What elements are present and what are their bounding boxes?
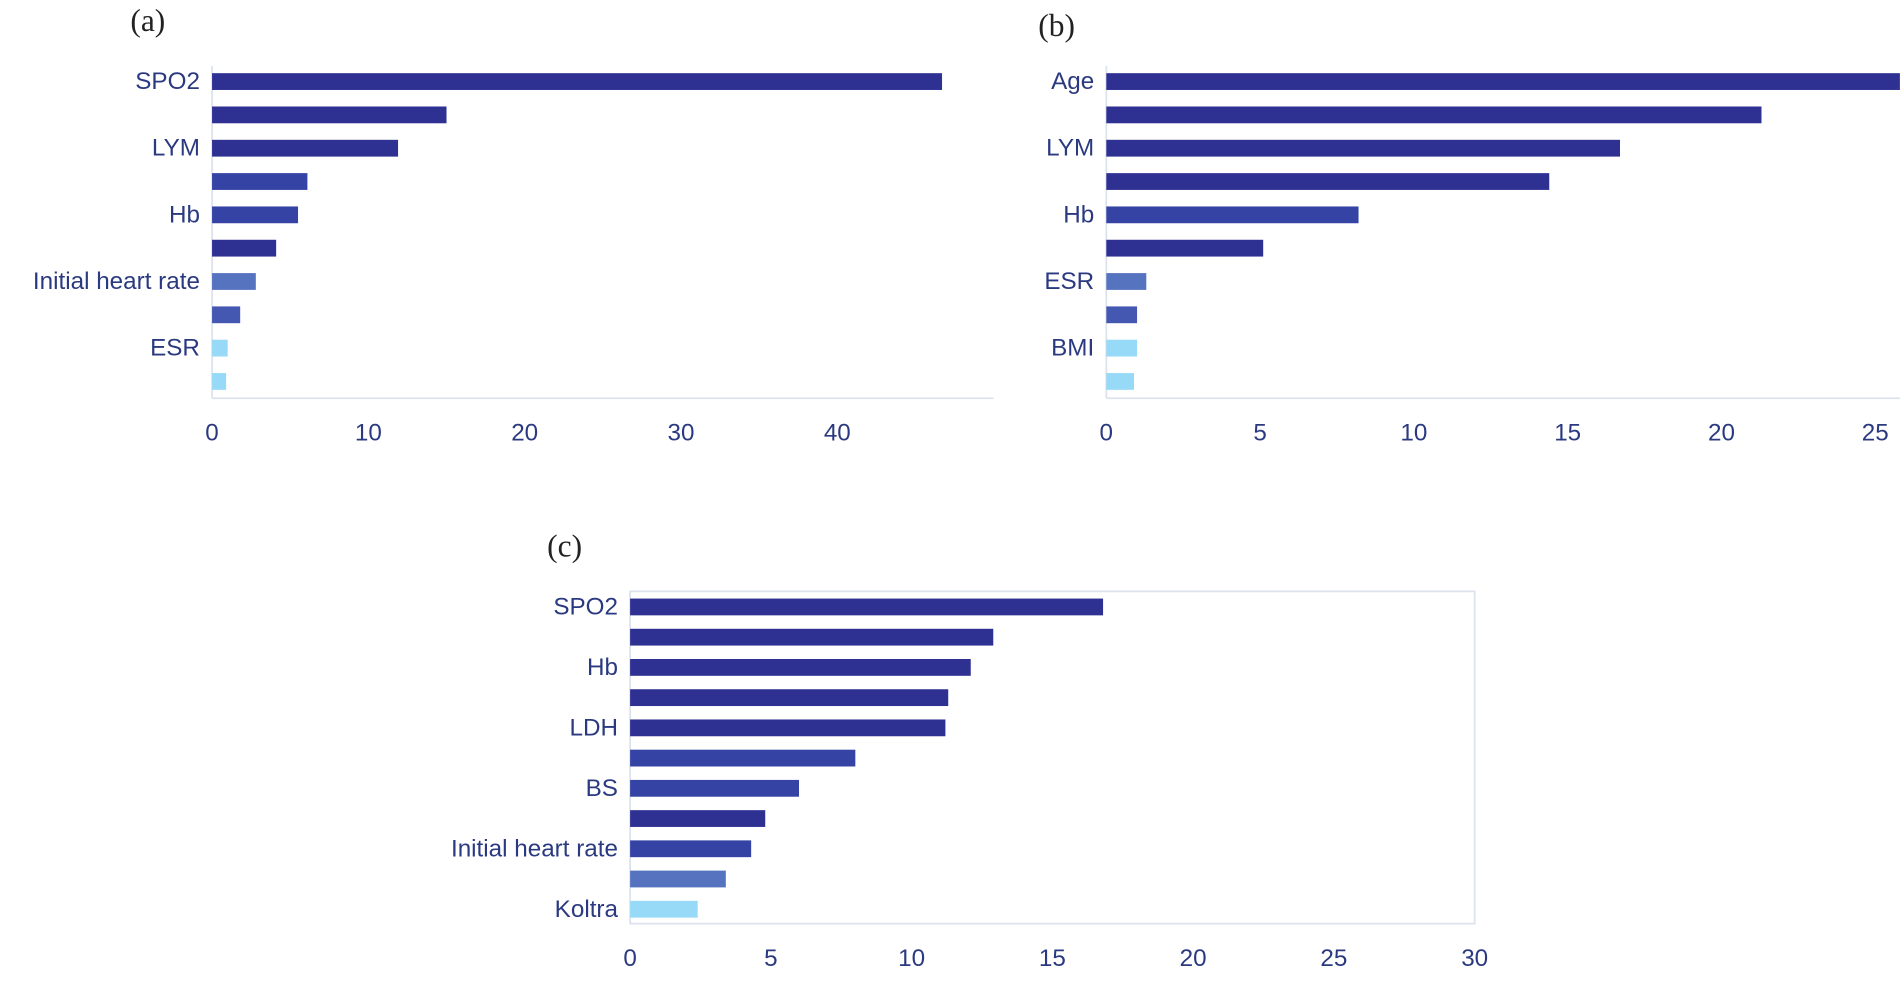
x-tick-label: 30	[668, 420, 695, 447]
bar	[212, 206, 299, 224]
x-tick-label: 0	[1100, 420, 1113, 447]
x-tick-label: 15	[1554, 420, 1581, 447]
x-tick-label: 5	[764, 945, 777, 972]
bar	[212, 73, 943, 90]
x-tick-label: 10	[355, 420, 382, 447]
bar	[630, 840, 752, 858]
x-tick-label: 40	[824, 420, 851, 447]
x-tick-label: 0	[623, 945, 636, 972]
y-tick-label: Hb	[169, 201, 200, 228]
bar	[630, 749, 856, 767]
bar	[1106, 306, 1138, 324]
bar	[1106, 273, 1147, 290]
y-tick-label: Age	[1051, 68, 1094, 95]
y-tick-label: LDH	[570, 715, 618, 742]
y-tick-label: Koltra	[555, 896, 619, 923]
panel-label: (b)	[1038, 8, 1075, 43]
bar	[630, 810, 766, 827]
bar	[212, 273, 256, 290]
bar	[630, 870, 726, 888]
bar	[212, 106, 447, 124]
y-tick-label: Hb	[1063, 201, 1094, 228]
y-tick-label: BS	[586, 775, 618, 802]
bar	[630, 719, 946, 737]
y-tick-label: Initial heart rate	[33, 268, 200, 295]
bar	[630, 598, 1104, 616]
x-tick-label: 5	[1253, 420, 1266, 447]
panel-label: (c)	[547, 529, 582, 564]
bar	[1106, 106, 1762, 124]
x-tick-label: 25	[1320, 945, 1347, 972]
bar	[1106, 373, 1134, 390]
bar	[1106, 173, 1550, 190]
bar	[1106, 206, 1359, 224]
bar	[630, 659, 971, 676]
bar	[212, 339, 228, 357]
x-tick-label: 10	[1400, 420, 1427, 447]
bar	[1106, 339, 1138, 357]
y-tick-label: SPO2	[135, 68, 200, 95]
bar	[630, 779, 800, 797]
x-tick-label: 10	[898, 945, 925, 972]
bar	[212, 139, 399, 157]
x-tick-label: 30	[1461, 945, 1488, 972]
y-tick-label: LYM	[152, 135, 200, 162]
bar	[1106, 73, 1900, 90]
x-tick-label: 15	[1039, 945, 1066, 972]
y-tick-label: Hb	[587, 654, 618, 681]
bar	[212, 306, 241, 324]
bar	[1106, 239, 1264, 257]
y-tick-label: ESR	[1044, 268, 1094, 295]
y-tick-label: BMI	[1051, 335, 1094, 362]
x-tick-label: 20	[1180, 945, 1207, 972]
x-tick-label: 0	[205, 420, 218, 447]
bar	[630, 628, 994, 646]
bar	[1106, 139, 1620, 157]
bar	[212, 239, 277, 257]
x-tick-label: 20	[511, 420, 538, 447]
x-tick-label: 20	[1708, 420, 1735, 447]
x-tick-label: 25	[1862, 420, 1889, 447]
bar	[630, 900, 698, 918]
bar	[630, 689, 949, 707]
y-tick-label: ESR	[150, 335, 200, 362]
bar	[212, 373, 227, 390]
y-tick-label: SPO2	[553, 594, 618, 621]
y-tick-label: Initial heart rate	[451, 835, 618, 862]
y-tick-label: LYM	[1046, 135, 1094, 162]
bar	[212, 173, 308, 190]
panel-label: (a)	[130, 3, 165, 38]
